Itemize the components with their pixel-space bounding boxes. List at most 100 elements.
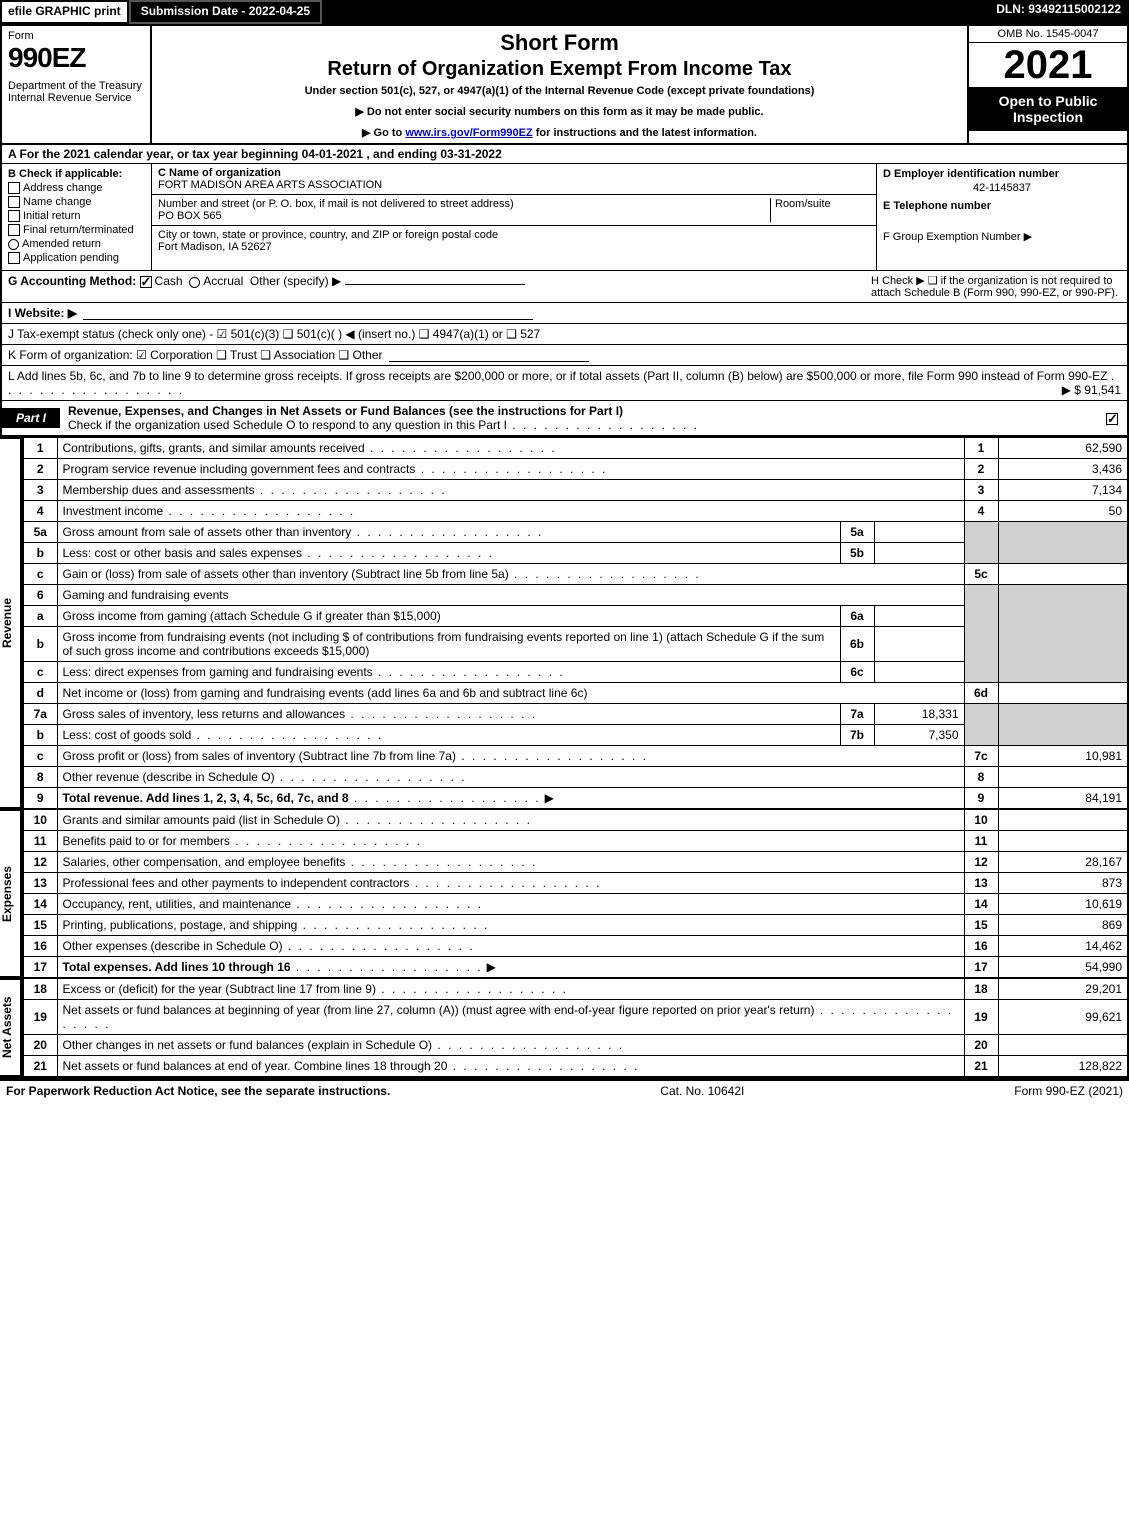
line-6a: aGross income from gaming (attach Schedu… (23, 606, 1128, 627)
website-label: I Website: ▶ (8, 306, 77, 320)
line-desc: Other changes in net assets or fund bala… (63, 1038, 433, 1052)
line-num: 5a (23, 522, 57, 543)
line-val: 14,462 (998, 936, 1128, 957)
line-val: 28,167 (998, 852, 1128, 873)
org-name: FORT MADISON AREA ARTS ASSOCIATION (158, 179, 382, 191)
line-num: 19 (23, 1000, 57, 1035)
line-desc: Salaries, other compensation, and employ… (63, 855, 346, 869)
line-19: 19Net assets or fund balances at beginni… (23, 1000, 1128, 1035)
form-header: Form 990EZ Department of the Treasury In… (0, 24, 1129, 145)
line-desc: Net assets or fund balances at end of ye… (63, 1059, 448, 1073)
line-num: 8 (23, 767, 57, 788)
net-assets-table: 18Excess or (deficit) for the year (Subt… (22, 978, 1129, 1077)
line-num: d (23, 683, 57, 704)
header-right: OMB No. 1545-0047 2021 Open to Public In… (967, 26, 1127, 143)
sub-val (874, 627, 964, 662)
line-val: 3,436 (998, 459, 1128, 480)
chk-amended[interactable]: Amended return (8, 238, 145, 250)
line-ref: 15 (964, 915, 998, 936)
line-num: 12 (23, 852, 57, 873)
revenue-table: 1Contributions, gifts, grants, and simil… (22, 437, 1129, 809)
line-6: 6Gaming and fundraising events (23, 585, 1128, 606)
line-val: 62,590 (998, 438, 1128, 459)
sub-num: 6c (840, 662, 874, 683)
sub-num: 5b (840, 543, 874, 564)
room-label: Room/suite (775, 198, 831, 210)
line-num: 2 (23, 459, 57, 480)
line-ref: 19 (964, 1000, 998, 1035)
line-val: 128,822 (998, 1056, 1128, 1077)
line-ref: 7c (964, 746, 998, 767)
line-num: c (23, 746, 57, 767)
ein-label: D Employer identification number (883, 168, 1121, 180)
g-label: G Accounting Method: (8, 274, 136, 288)
part-i-checkbox[interactable] (1106, 411, 1127, 425)
line-ref: 8 (964, 767, 998, 788)
chk-pending[interactable]: Application pending (8, 252, 145, 264)
line-num: a (23, 606, 57, 627)
sub-num: 5a (840, 522, 874, 543)
line-num: c (23, 662, 57, 683)
line-val: 7,134 (998, 480, 1128, 501)
expenses-label: Expenses (0, 809, 22, 978)
line-val: 50 (998, 501, 1128, 522)
line-desc: Gross amount from sale of assets other t… (63, 525, 352, 539)
line-val (998, 683, 1128, 704)
efile-label[interactable]: efile GRAPHIC print (0, 0, 129, 24)
group-exemption-label: F Group Exemption Number ▶ (883, 230, 1121, 243)
org-city-cell: City or town, state or province, country… (152, 226, 876, 256)
sub-val: 18,331 (874, 704, 964, 725)
chk-name-change[interactable]: Name change (8, 196, 145, 208)
line-val (998, 1035, 1128, 1056)
chk-cash[interactable] (140, 276, 152, 288)
line-desc: Net income or (loss) from gaming and fun… (63, 686, 588, 700)
line-6b: bGross income from fundraising events (n… (23, 627, 1128, 662)
line-num: 1 (23, 438, 57, 459)
line-val: 54,990 (998, 957, 1128, 978)
org-addr-cell: Number and street (or P. O. box, if mail… (152, 195, 876, 226)
form-of-org: K Form of organization: ☑ Corporation ❑ … (8, 348, 383, 362)
dln-label: DLN: 93492115002122 (988, 0, 1129, 24)
line-desc: Professional fees and other payments to … (63, 876, 410, 890)
section-l-text: L Add lines 5b, 6c, and 7b to line 9 to … (8, 369, 1107, 383)
line-num: b (23, 725, 57, 746)
line-num: 15 (23, 915, 57, 936)
cash-label: Cash (155, 274, 183, 288)
section-j: J Tax-exempt status (check only one) - ☑… (0, 324, 1129, 345)
page-footer: For Paperwork Reduction Act Notice, see … (0, 1079, 1129, 1101)
section-i: I Website: ▶ (0, 303, 1129, 324)
line-16: 16Other expenses (describe in Schedule O… (23, 936, 1128, 957)
line-val (998, 810, 1128, 831)
chk-final-return[interactable]: Final return/terminated (8, 224, 145, 236)
irs-link[interactable]: www.irs.gov/Form990EZ (405, 127, 532, 139)
sub-num: 7a (840, 704, 874, 725)
instr2-pre: ▶ Go to (362, 127, 405, 139)
line-desc: Program service revenue including govern… (63, 462, 416, 476)
line-val: 10,981 (998, 746, 1128, 767)
section-b-title: B Check if applicable: (8, 168, 122, 180)
chk-label: Initial return (23, 210, 80, 222)
line-num: 14 (23, 894, 57, 915)
line-desc: Printing, publications, postage, and shi… (63, 918, 298, 932)
net-assets-section: Net Assets 18Excess or (deficit) for the… (0, 978, 1129, 1079)
revenue-section: Revenue 1Contributions, gifts, grants, a… (0, 437, 1129, 809)
line-7a: 7aGross sales of inventory, less returns… (23, 704, 1128, 725)
section-c: C Name of organization FORT MADISON AREA… (152, 164, 877, 270)
chk-accrual[interactable] (189, 277, 200, 288)
section-a: A For the 2021 calendar year, or tax yea… (0, 145, 1129, 164)
line-val (998, 767, 1128, 788)
chk-address-change[interactable]: Address change (8, 182, 145, 194)
line-val: 873 (998, 873, 1128, 894)
section-l: L Add lines 5b, 6c, and 7b to line 9 to … (0, 366, 1129, 401)
net-assets-label: Net Assets (0, 978, 22, 1077)
chk-label: Application pending (23, 252, 119, 264)
sub-val (874, 662, 964, 683)
line-desc: Occupancy, rent, utilities, and maintena… (63, 897, 292, 911)
chk-initial-return[interactable]: Initial return (8, 210, 145, 222)
line-desc: Total revenue. Add lines 1, 2, 3, 4, 5c,… (63, 791, 349, 805)
instr2-post: for instructions and the latest informat… (533, 127, 757, 139)
line-desc: Membership dues and assessments (63, 483, 255, 497)
line-num: c (23, 564, 57, 585)
line-num: 21 (23, 1056, 57, 1077)
line-val: 84,191 (998, 788, 1128, 809)
